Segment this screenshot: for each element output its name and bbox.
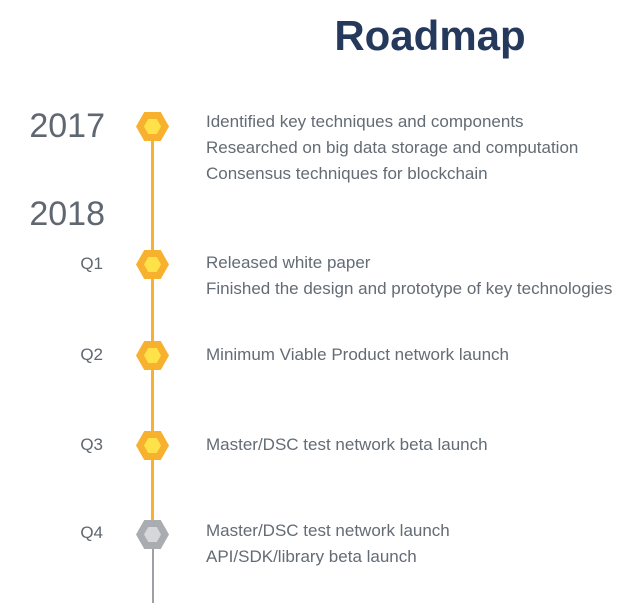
milestone-text-line: Identified key techniques and components xyxy=(206,112,524,131)
milestone-hexagon-q3 xyxy=(136,431,169,460)
milestone-text-q1: Released white paper Finished the design… xyxy=(206,250,612,302)
milestone-hexagon-q1 xyxy=(136,250,169,279)
quarter-label-q3: Q3 xyxy=(80,435,103,454)
milestone-text-line: Master/DSC test network launch xyxy=(206,521,450,540)
quarter-label-q4: Q4 xyxy=(80,523,103,542)
milestone-text-line: Finished the design and prototype of key… xyxy=(206,279,613,298)
milestone-hexagon-q2 xyxy=(136,341,169,370)
milestone-text-2017: Identified key techniques and components… xyxy=(206,109,578,187)
milestone-text-line: Master/DSC test network beta launch xyxy=(206,435,488,454)
milestone-text-line: Consensus techniques for blockchain xyxy=(206,164,488,183)
hexagon-inner xyxy=(144,257,161,272)
milestone-text-line: Released white paper xyxy=(206,253,371,272)
hexagon-inner xyxy=(144,348,161,363)
milestone-hexagon-q4 xyxy=(136,520,169,549)
milestone-text-q4: Master/DSC test network launch API/SDK/l… xyxy=(206,518,450,570)
timeline-line-future xyxy=(152,536,154,603)
year-label-2018: 2018 xyxy=(29,195,105,233)
milestone-text-line: API/SDK/library beta launch xyxy=(206,547,417,566)
milestone-text-q3: Master/DSC test network beta launch xyxy=(206,432,488,458)
timeline-line-active xyxy=(151,126,154,536)
milestone-text-q2: Minimum Viable Product network launch xyxy=(206,342,509,368)
page-title: Roadmap xyxy=(334,12,526,59)
quarter-label-q1: Q1 xyxy=(80,254,103,273)
hexagon-inner xyxy=(144,438,161,453)
hexagon-inner xyxy=(144,119,161,134)
quarter-label-q2: Q2 xyxy=(80,345,103,364)
hexagon-inner xyxy=(144,527,161,542)
milestone-text-line: Researched on big data storage and compu… xyxy=(206,138,579,157)
milestone-text-line: Minimum Viable Product network launch xyxy=(206,345,509,364)
milestone-hexagon-2017 xyxy=(136,112,169,141)
year-label-2017: 2017 xyxy=(29,107,105,145)
